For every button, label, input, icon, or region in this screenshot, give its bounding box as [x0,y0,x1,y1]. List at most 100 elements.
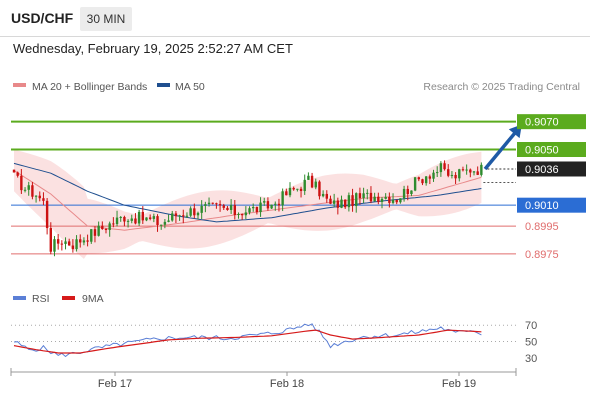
candle-body [240,213,244,216]
candle-body [104,229,108,231]
level-labels: 0.9070 0.9050 0.9010 0.8995 0.8975 0.9036 [517,114,586,261]
forecast-arrow-shaft [483,128,520,171]
candle-body [358,193,362,199]
candle-body [399,198,402,203]
candle-body [432,172,435,179]
level-label-bg-2 [517,197,586,213]
candle-body [101,225,104,230]
level-label-1: 0.9050 [525,145,559,157]
candle-body [141,211,144,221]
candle-body [53,239,56,252]
candle-body [115,217,119,225]
candle-body [384,196,387,199]
candle-body [461,169,465,171]
candle-body [145,217,148,221]
candle-body [299,188,303,192]
candle-body [296,188,299,190]
candle-body [469,169,472,173]
candle-body [174,213,178,217]
chart-header: USD/CHF 30 MIN [0,0,590,37]
candle-body [347,195,351,208]
candle-body [373,196,376,202]
candles [12,160,483,257]
candle-body [288,187,292,196]
candle-body [49,228,52,252]
rsi-tick-30: 30 [525,353,537,365]
candle-body [344,199,347,208]
candle-body [211,202,214,204]
rsi-line [13,323,482,358]
candle-body [16,172,19,176]
candle-body [130,218,133,221]
x-tick-label-0: Feb 17 [98,378,132,390]
candle-body [97,225,100,236]
candle-body [421,179,424,184]
candle-body [424,176,428,184]
candle-body [112,223,115,225]
candle-body [167,220,170,222]
level-label-2: 0.9010 [525,200,559,212]
candle-body [215,203,218,205]
candle-body [310,175,314,188]
candle-body [200,205,203,213]
candle-body [447,169,450,176]
candle-body [263,201,266,203]
candle-body [292,187,295,190]
candle-body [277,203,281,206]
level-label-0: 0.9070 [525,117,559,129]
candle-body [108,223,111,230]
candle-body [380,198,384,202]
candle-body [406,188,409,195]
rsi-panel: 70 50 30 [11,320,537,365]
candle-body [377,196,380,202]
candle-body [259,202,262,213]
candle-body [86,240,89,242]
current-price-bg [517,161,586,177]
candle-body [366,192,369,194]
rsi-legend-label: RSI [32,293,50,305]
candle-body [42,198,45,201]
candle-body [90,229,93,242]
candle-body [119,216,122,218]
candle-body [454,174,457,179]
candle-body [79,239,82,243]
candle-body [75,239,78,250]
rsi-tick-70: 70 [525,320,537,332]
candle-body [266,201,270,209]
symbol-title: USD/CHF [11,10,74,26]
candle-body [270,204,273,209]
candle-body [395,199,398,203]
ma50-legend-label: MA 50 [175,81,205,93]
candle-body [362,193,365,199]
rsi-ma-legend-label: 9MA [82,293,104,305]
rsi-legend-swatch [13,296,26,300]
candle-body [325,193,328,199]
candle-body [458,169,461,179]
candle-body [156,216,159,226]
timeframe-button[interactable]: 30 MIN [80,7,132,31]
candle-body [189,208,192,216]
forecast-arrow [483,124,522,171]
candle-body [472,171,476,173]
candle-body [60,243,64,245]
candle-body [171,213,174,221]
level-label-4: 0.8975 [525,249,559,261]
candle-body [274,203,277,205]
candle-body [329,198,332,204]
candle-body [68,241,71,246]
candle-body [321,193,325,197]
candle-body [196,212,200,216]
candle-body [233,205,236,215]
candle-body [12,169,16,173]
candle-body [82,240,86,243]
candle-body [182,215,185,217]
candle-body [340,199,343,208]
credit-text: Research © 2025 Trading Central [423,81,580,93]
candle-body [332,200,336,204]
ma50-line [13,162,482,223]
candle-body [204,204,207,206]
candle-body [178,215,181,217]
candle-body [222,205,225,208]
candle-body [285,191,288,196]
